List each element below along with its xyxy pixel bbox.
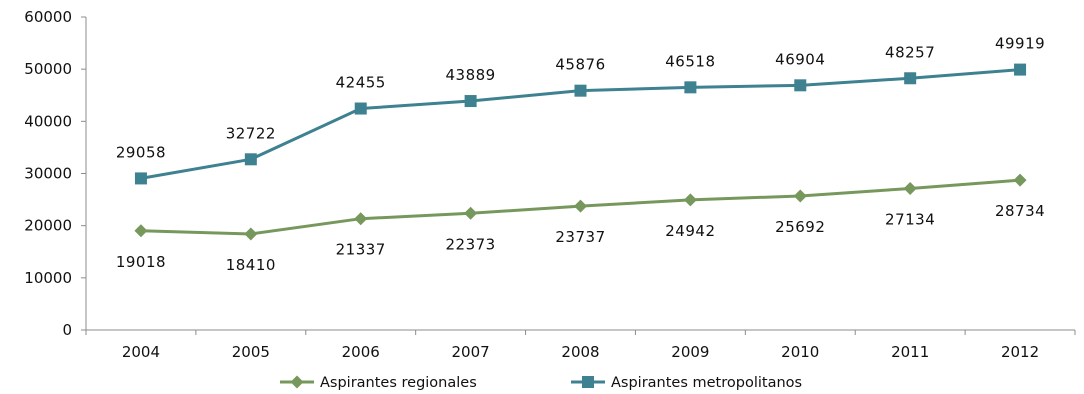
data-label: 27134 [885,210,935,228]
data-label: 46518 [665,52,715,70]
data-point-marker [903,181,917,195]
y-tick-label: 10000 [24,269,72,287]
x-tick-label: 2005 [232,343,270,361]
data-label: 28734 [995,202,1045,220]
data-label: 21337 [336,241,386,259]
x-tick-label: 2006 [342,343,380,361]
legend-marker [582,376,594,388]
data-label: 23737 [555,228,605,246]
data-label: 19018 [116,253,166,271]
data-point-marker [1014,63,1027,76]
data-label: 18410 [226,256,276,274]
x-tick-label: 2012 [1001,343,1039,361]
y-tick-label: 30000 [24,165,72,183]
y-tick-label: 20000 [24,217,72,235]
data-point-marker [244,153,257,166]
data-point-marker [354,212,368,226]
data-point-marker [683,193,697,207]
chart-series [134,63,1027,241]
data-point-marker [134,224,148,238]
y-tick-label: 50000 [24,60,72,78]
x-tick-label: 2011 [891,343,929,361]
data-point-marker [464,206,478,220]
data-label: 49919 [995,35,1045,53]
chart-data-labels: 19018 18410 21337 22373 23737 24942 25692 27134… [116,35,1045,274]
chart-axes: 0 10000 20000 30000 40000 50000 60000 2004 2005 2… [24,8,1076,361]
data-label: 45876 [555,56,605,74]
legend-label: Aspirantes metropolitanos [611,375,802,391]
data-point-marker [904,72,917,85]
data-point-marker [354,102,367,115]
data-label: 48257 [885,43,935,61]
data-label: 43889 [446,66,496,84]
x-tick-label: 2010 [781,343,819,361]
data-point-marker [574,199,587,213]
data-point-marker [574,84,587,97]
data-point-marker [794,79,807,92]
x-tick-label: 2004 [122,343,160,361]
y-tick-label: 40000 [24,112,72,130]
y-tick-label: 60000 [24,8,72,26]
data-label: 42455 [336,74,386,92]
data-label: 46904 [775,50,825,68]
data-point-marker [464,95,477,108]
data-point-marker [134,172,147,185]
x-tick-label: 2008 [561,343,599,361]
data-point-marker [793,189,807,203]
data-point-marker [1013,173,1027,187]
legend-marker [290,375,304,389]
chart-legend: Aspirantes regionales Aspirantes metropol… [280,375,802,391]
data-point-marker [244,227,258,241]
legend-label: Aspirantes regionales [320,375,477,391]
data-label: 29058 [116,143,166,161]
data-label: 24942 [665,222,715,240]
x-tick-label: 2007 [452,343,490,361]
x-tick-label: 2009 [671,343,709,361]
data-label: 25692 [775,218,825,236]
data-point-marker [684,81,697,94]
data-label: 32722 [226,124,276,142]
y-tick-label: 0 [62,321,72,339]
data-label: 22373 [446,235,496,253]
